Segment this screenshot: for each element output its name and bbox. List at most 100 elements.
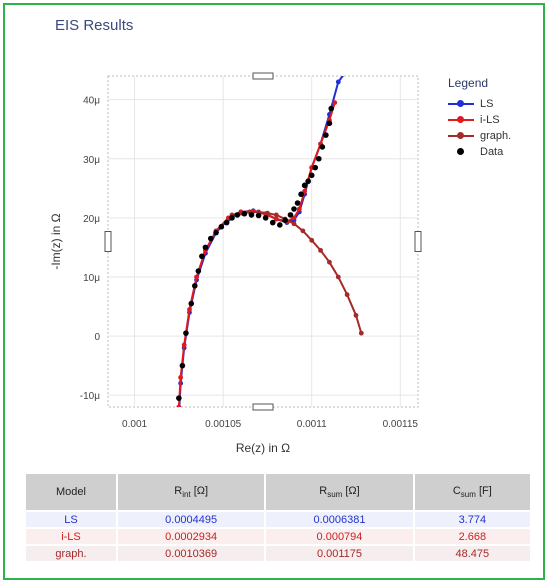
x-axis-title: Re(z) in Ω bbox=[236, 441, 290, 455]
legend-item-ils[interactable]: i-LS bbox=[448, 112, 511, 128]
data-point-graph bbox=[335, 274, 341, 280]
data-point-i-ls bbox=[178, 375, 184, 380]
data-point-data bbox=[312, 164, 319, 171]
y-tick-label: 0 bbox=[94, 332, 100, 343]
x-tick-label: 0.00115 bbox=[383, 419, 419, 430]
x-tick-label: 0.00105 bbox=[205, 419, 242, 430]
legend-title: Legend bbox=[448, 76, 489, 90]
data-point-data bbox=[248, 212, 255, 218]
cell-c-sum: 3.774 bbox=[414, 512, 530, 527]
resize-handle-right[interactable] bbox=[414, 231, 422, 252]
header-model: Model bbox=[26, 474, 116, 510]
table-row: i-LS 0.0002934 0.000794 2.668 bbox=[26, 529, 530, 544]
data-point-graph bbox=[318, 247, 323, 253]
header-c-sum: Csum [F] bbox=[414, 474, 530, 510]
data-point-data bbox=[188, 300, 195, 307]
table-header-row: Model Rint [Ω] Rsum [Ω] Csum [F] bbox=[26, 474, 530, 510]
data-point-data bbox=[183, 330, 189, 336]
cell-model: i-LS bbox=[26, 529, 116, 544]
data-point-graph bbox=[344, 292, 350, 298]
data-point-data bbox=[234, 212, 241, 218]
data-point-data bbox=[298, 191, 304, 198]
legend-swatch-ls bbox=[448, 98, 474, 110]
y-axis-title: -Im(z) in Ω bbox=[49, 213, 63, 269]
data-point-data bbox=[282, 217, 288, 224]
data-point-data bbox=[213, 229, 219, 236]
legend-label-ls: LS bbox=[480, 98, 494, 110]
y-tick-label: 10μ bbox=[83, 273, 100, 284]
plot-area[interactable] bbox=[107, 75, 419, 408]
cell-model: LS bbox=[26, 512, 116, 527]
data-point-data bbox=[255, 212, 262, 219]
data-point-data bbox=[328, 105, 335, 112]
results-table: Model Rint [Ω] Rsum [Ω] Csum [F] LS 0.00… bbox=[24, 472, 532, 563]
data-point-graph bbox=[273, 212, 279, 218]
data-point-data bbox=[301, 182, 308, 189]
data-point-ls bbox=[345, 68, 350, 73]
cell-r-int: 0.0002934 bbox=[117, 529, 265, 544]
data-point-data bbox=[319, 144, 326, 150]
data-point-i-ls bbox=[273, 216, 279, 222]
data-point-data bbox=[241, 210, 248, 217]
nyquist-chart[interactable]: 0.001 0.00105 0.0011 0.00115 -10μ 0 10μ 20μ 30μ 4… bbox=[0, 0, 550, 470]
data-point-ls bbox=[335, 79, 341, 85]
legend-label-ils: i-LS bbox=[480, 114, 500, 126]
legend-item-ls[interactable]: LS bbox=[448, 96, 511, 112]
data-point-data bbox=[308, 172, 315, 179]
data-point-data bbox=[195, 268, 202, 274]
data-point-i-ls bbox=[181, 342, 187, 348]
data-point-i-ls bbox=[302, 188, 308, 194]
cell-r-int: 0.0010369 bbox=[117, 546, 265, 561]
data-point-data bbox=[287, 212, 294, 218]
y-tick-label: 40μ bbox=[83, 96, 100, 107]
chart-area: 0.001 0.00105 0.0011 0.00115 -10μ 0 10μ 20μ 30μ 4… bbox=[0, 0, 550, 470]
legend-item-graph[interactable]: graph. bbox=[448, 128, 511, 144]
resize-handle-left[interactable] bbox=[104, 231, 112, 252]
data-point-data bbox=[202, 244, 209, 251]
table-row: graph. 0.0010369 0.001175 48.475 bbox=[26, 546, 530, 561]
data-point-data bbox=[192, 283, 198, 289]
table-row: LS 0.0004495 0.0006381 3.774 bbox=[26, 512, 530, 527]
data-point-data bbox=[277, 222, 283, 228]
data-point-data bbox=[218, 223, 225, 230]
data-point-data bbox=[291, 206, 297, 212]
header-r-sum: Rsum [Ω] bbox=[266, 474, 413, 510]
y-tick-label: 20μ bbox=[83, 214, 100, 225]
data-point-graph bbox=[309, 237, 315, 243]
cell-r-sum: 0.001175 bbox=[266, 546, 413, 561]
data-point-i-ls bbox=[296, 206, 302, 212]
data-point-i-ls bbox=[176, 404, 182, 407]
resize-handle-bottom[interactable] bbox=[252, 403, 274, 411]
data-point-data bbox=[207, 235, 214, 242]
cell-c-sum: 48.475 bbox=[414, 546, 530, 561]
data-point-graph bbox=[358, 330, 364, 336]
results-frame bbox=[3, 3, 545, 580]
page-title: EIS Results bbox=[55, 17, 134, 34]
data-point-data bbox=[326, 120, 333, 127]
series-line-graph bbox=[231, 210, 363, 334]
legend-label-data: Data bbox=[480, 146, 504, 158]
data-point-data bbox=[262, 215, 269, 221]
data-point-data bbox=[316, 155, 322, 162]
legend: Legend LS i-LS graph. Data bbox=[448, 76, 511, 160]
data-point-i-ls bbox=[332, 100, 338, 105]
legend-item-data[interactable]: Data bbox=[448, 144, 511, 160]
y-tick-label: 30μ bbox=[83, 155, 100, 166]
data-point-graph bbox=[291, 221, 297, 227]
x-tick-label: 0.001 bbox=[122, 419, 147, 430]
data-point-i-ls bbox=[291, 215, 297, 221]
data-point-data bbox=[305, 178, 311, 185]
data-point-i-ls bbox=[194, 274, 199, 280]
data-point-graph bbox=[353, 312, 359, 318]
cell-r-int: 0.0004495 bbox=[117, 512, 265, 527]
data-point-graph bbox=[265, 210, 270, 216]
legend-label-graph: graph. bbox=[480, 130, 512, 142]
legend-swatch-data bbox=[448, 146, 474, 158]
data-point-i-ls bbox=[187, 307, 192, 312]
legend-swatch-graph bbox=[448, 130, 474, 142]
resize-handle-top[interactable] bbox=[252, 72, 274, 80]
cell-r-sum: 0.000794 bbox=[266, 529, 413, 544]
cell-c-sum: 2.668 bbox=[414, 529, 530, 544]
data-point-data bbox=[176, 395, 182, 401]
data-point-data bbox=[199, 253, 205, 260]
